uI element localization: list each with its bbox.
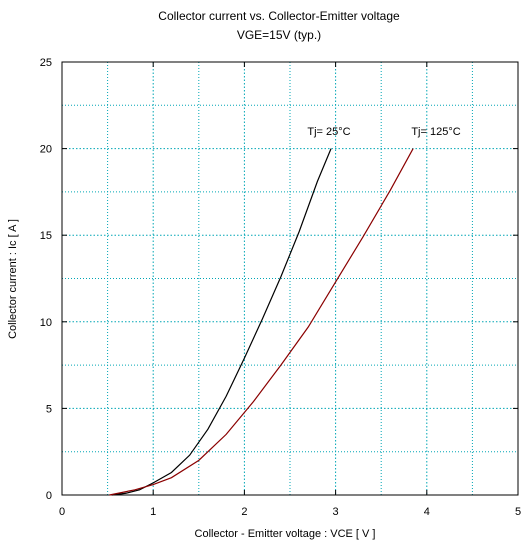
chart-subtitle: VGE=15V (typ.) <box>237 28 321 42</box>
series-label-125c: Tj= 125°C <box>411 126 460 138</box>
y-tick-label: 5 <box>46 403 52 415</box>
x-tick-label: 5 <box>515 506 521 518</box>
y-axis-label: Collector current : Ic [ A ] <box>7 219 19 339</box>
series-label-25c: Tj= 25°C <box>307 126 350 138</box>
series-line-25c <box>112 148 332 496</box>
y-tick-label: 20 <box>40 144 52 156</box>
series-line-125c <box>109 148 414 496</box>
chart-title: Collector current vs. Collector-Emitter … <box>158 9 400 23</box>
y-tick-label: 10 <box>40 317 52 329</box>
x-axis-label: Collector - Emitter voltage : VCE [ V ] <box>195 528 376 540</box>
x-tick-label: 0 <box>59 506 65 518</box>
x-tick-label: 1 <box>150 506 156 518</box>
grid-layer <box>62 62 518 495</box>
x-tick-label: 2 <box>241 506 247 518</box>
x-tick-label: 3 <box>333 506 339 518</box>
tick-layer: 0 1 2 3 4 5 0 5 10 15 20 25 <box>40 57 521 518</box>
plot-frame <box>61 61 519 496</box>
y-tick-label: 15 <box>40 230 52 242</box>
y-tick-label: 25 <box>40 57 52 69</box>
annotation-layer: Tj= 25°C Tj= 125°C <box>307 126 460 138</box>
y-tick-label: 0 <box>46 490 52 502</box>
plot-frame-layer <box>61 61 519 496</box>
x-tick-label: 4 <box>424 506 430 518</box>
series-layer <box>109 148 414 496</box>
